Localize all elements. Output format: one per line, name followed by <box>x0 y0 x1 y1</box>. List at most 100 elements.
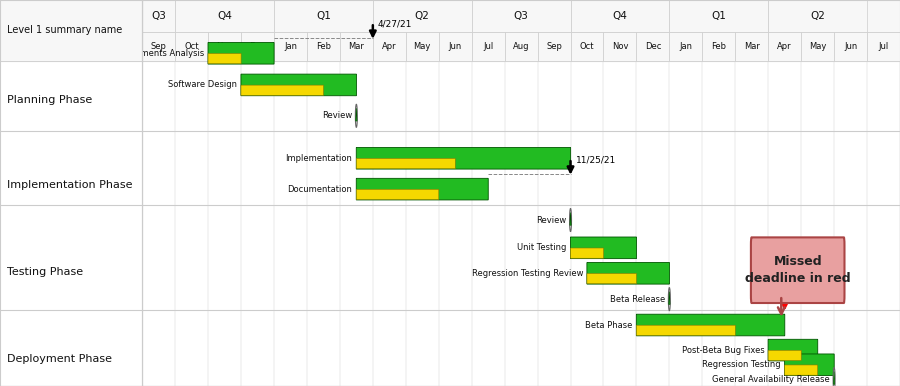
Text: Q4: Q4 <box>217 11 232 21</box>
Bar <box>702 32 735 61</box>
Text: Jul: Jul <box>483 42 493 51</box>
Text: Q3: Q3 <box>514 11 528 21</box>
Bar <box>142 0 176 32</box>
Text: Q4: Q4 <box>613 11 627 21</box>
Polygon shape <box>669 292 670 304</box>
Bar <box>307 32 340 61</box>
Text: Sep: Sep <box>150 42 166 51</box>
Bar <box>472 0 571 32</box>
FancyBboxPatch shape <box>208 53 241 64</box>
Bar <box>176 0 274 32</box>
Text: Mar: Mar <box>348 42 364 51</box>
Text: Regression Testing: Regression Testing <box>702 360 780 369</box>
Polygon shape <box>833 371 834 384</box>
Text: Missed
deadline in red: Missed deadline in red <box>745 255 850 285</box>
Bar <box>769 32 801 61</box>
Text: Q1: Q1 <box>316 11 331 21</box>
Text: Nov: Nov <box>612 42 628 51</box>
Text: Testing Phase: Testing Phase <box>7 267 83 277</box>
Text: Mar: Mar <box>743 42 760 51</box>
Bar <box>373 0 472 32</box>
Text: Apr: Apr <box>778 42 792 51</box>
Bar <box>438 32 472 61</box>
Bar <box>274 32 307 61</box>
FancyBboxPatch shape <box>785 354 834 376</box>
Circle shape <box>570 208 572 232</box>
Bar <box>537 32 571 61</box>
Text: Jan: Jan <box>680 42 692 51</box>
Text: Aug: Aug <box>513 42 529 51</box>
Text: Dec: Dec <box>644 42 662 51</box>
Text: Planning Phase: Planning Phase <box>7 95 93 105</box>
FancyBboxPatch shape <box>587 262 670 284</box>
Text: Q2: Q2 <box>810 11 825 21</box>
Text: Unit Testing: Unit Testing <box>518 243 567 252</box>
Bar <box>340 32 373 61</box>
Text: Jan: Jan <box>284 42 297 51</box>
Text: Q1: Q1 <box>711 11 726 21</box>
Text: Jun: Jun <box>448 42 462 51</box>
Bar <box>142 0 900 32</box>
FancyBboxPatch shape <box>208 42 274 64</box>
FancyBboxPatch shape <box>587 273 636 284</box>
FancyBboxPatch shape <box>751 237 844 303</box>
Bar <box>735 32 769 61</box>
Polygon shape <box>356 108 357 121</box>
FancyBboxPatch shape <box>356 147 571 169</box>
Bar <box>142 32 900 61</box>
Bar <box>571 0 670 32</box>
Text: Regression Testing Review: Regression Testing Review <box>472 269 583 278</box>
Circle shape <box>833 367 835 386</box>
Text: Feb: Feb <box>316 42 331 51</box>
Bar <box>241 32 274 61</box>
Bar <box>373 32 406 61</box>
Bar <box>176 32 208 61</box>
Text: 4/27/21: 4/27/21 <box>378 20 412 29</box>
FancyBboxPatch shape <box>636 314 785 336</box>
Text: Beta Phase: Beta Phase <box>585 320 633 330</box>
Text: Post-Beta Bug Fixes: Post-Beta Bug Fixes <box>681 345 764 355</box>
Bar <box>769 0 867 32</box>
Circle shape <box>669 288 670 311</box>
Text: Jul: Jul <box>878 42 888 51</box>
Text: May: May <box>809 42 826 51</box>
Text: Review: Review <box>322 111 353 120</box>
FancyBboxPatch shape <box>356 190 439 200</box>
Bar <box>208 32 241 61</box>
Text: Jun: Jun <box>844 42 857 51</box>
FancyBboxPatch shape <box>241 85 323 95</box>
Text: Feb: Feb <box>711 42 726 51</box>
FancyBboxPatch shape <box>571 248 604 258</box>
Text: Implementation: Implementation <box>285 154 353 163</box>
Text: May: May <box>414 42 431 51</box>
Bar <box>142 32 176 61</box>
Bar <box>801 32 834 61</box>
Bar <box>604 32 636 61</box>
Bar <box>0 0 142 61</box>
Text: Review: Review <box>536 215 567 225</box>
Text: Requirements Analysis: Requirements Analysis <box>108 49 204 58</box>
FancyBboxPatch shape <box>768 350 801 361</box>
Text: Documentation: Documentation <box>287 185 353 194</box>
FancyBboxPatch shape <box>785 365 818 375</box>
Polygon shape <box>570 212 572 225</box>
Text: Sep: Sep <box>546 42 562 51</box>
FancyBboxPatch shape <box>356 178 489 200</box>
Circle shape <box>356 104 357 127</box>
Text: Level 1 summary name: Level 1 summary name <box>7 25 122 35</box>
Bar <box>274 0 373 32</box>
Bar <box>505 32 537 61</box>
Text: Deployment Phase: Deployment Phase <box>7 354 112 364</box>
Bar <box>472 32 505 61</box>
FancyBboxPatch shape <box>636 325 735 335</box>
FancyBboxPatch shape <box>768 339 818 361</box>
Text: General Availability Release: General Availability Release <box>713 374 830 384</box>
FancyBboxPatch shape <box>241 74 356 96</box>
Text: Oct: Oct <box>580 42 594 51</box>
Bar <box>867 32 900 61</box>
Text: Q3: Q3 <box>151 11 166 21</box>
Bar <box>636 32 670 61</box>
Text: Implementation Phase: Implementation Phase <box>7 180 132 190</box>
Bar <box>571 32 604 61</box>
Text: Q2: Q2 <box>415 11 429 21</box>
